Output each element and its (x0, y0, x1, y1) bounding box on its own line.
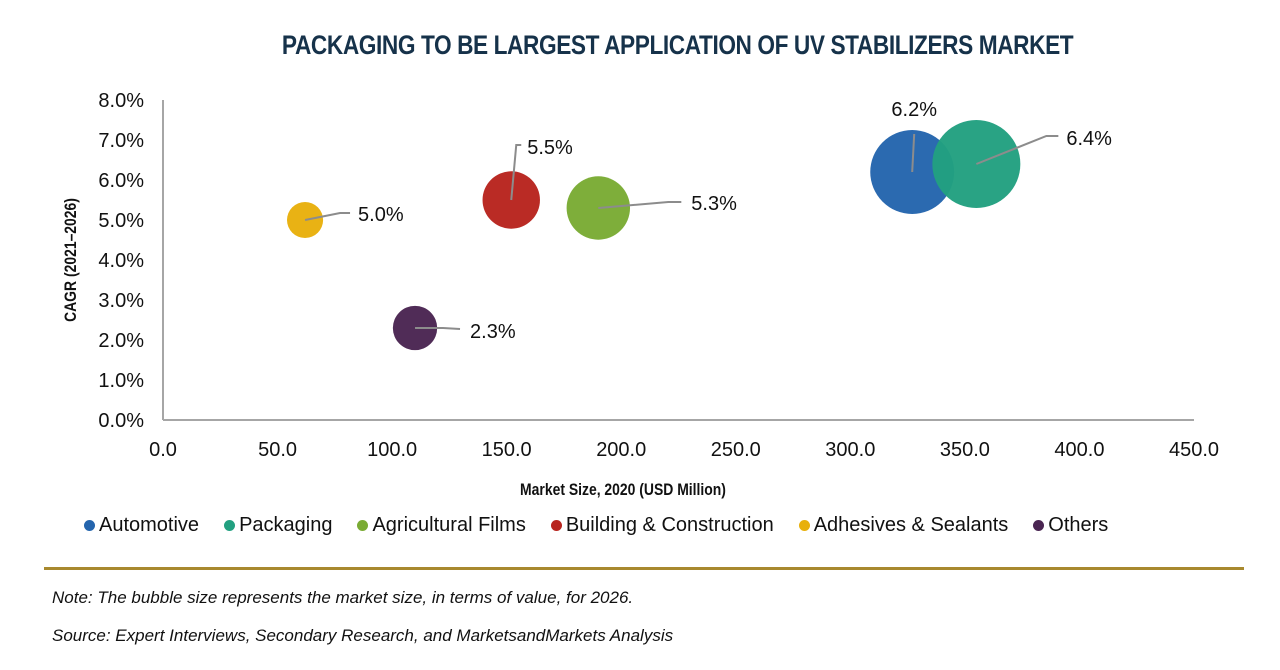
y-tick-label: 2.0% (98, 330, 144, 352)
legend-label: Automotive (99, 513, 200, 536)
x-tick-label: 0.0 (149, 439, 177, 461)
legend-item: Building & Construction (550, 513, 774, 537)
y-tick-label: 6.0% (98, 170, 144, 192)
leader-line (415, 327, 461, 330)
bubble-building-construction (482, 171, 540, 229)
data-label: 5.0% (358, 204, 404, 226)
leader-line (598, 201, 682, 209)
legend-item: Others (1033, 514, 1108, 537)
x-tick-label: 450.0 (1169, 439, 1219, 461)
legend-marker-icon (798, 519, 810, 531)
y-tick-label: 8.0% (98, 90, 144, 112)
leader-line (975, 135, 1059, 165)
legend-marker-icon (84, 519, 95, 531)
x-axis-label: Market Size, 2020 (USD Million) (520, 481, 726, 500)
bubble-chart: 0.0% 1.0% 2.0% 3.0% 4.0% 5.0% 6.0% 7.0% 8.0% 0.0… (62, 90, 1219, 500)
x-axis-ticks: 0.0 50.0 100.0 150.0 200.0 250.0 300.0 350.0 400… (149, 439, 1219, 461)
x-tick-label: 100.0 (367, 439, 417, 461)
data-labels: 6.2% 6.4% 5.3% 5.5% 5.0% 2.3% (358, 99, 1112, 343)
legend-label: Packaging (239, 513, 333, 536)
y-tick-label: 5.0% (98, 210, 144, 232)
y-axis-ticks: 0.0% 1.0% 2.0% 3.0% 4.0% 5.0% 6.0% 7.0% 8.0% (98, 90, 144, 432)
legend-marker-icon (1033, 519, 1045, 531)
leader-line (911, 133, 916, 173)
footnote: Note: The bubble size represents the mar… (52, 588, 634, 607)
leader-line (304, 212, 351, 221)
legend-marker-icon (357, 519, 369, 531)
legend-label: Building & Construction (565, 513, 774, 536)
legend-item: Agricultural Films (357, 513, 526, 537)
x-tick-label: 250.0 (711, 439, 761, 461)
data-label: 6.2% (891, 99, 937, 121)
legend-item: Automotive (84, 514, 199, 537)
bubbles (286, 120, 1021, 351)
divider-rule (44, 567, 1244, 570)
data-label: 5.3% (691, 193, 737, 215)
legend-item: Adhesives & Sealants (798, 513, 1009, 537)
data-label: 6.4% (1066, 128, 1112, 150)
y-tick-label: 3.0% (98, 290, 144, 312)
legend-label: Adhesives & Sealants (813, 513, 1009, 536)
leader-line (510, 144, 522, 201)
data-label: 2.3% (470, 321, 516, 343)
legend: Automotive Packaging Agricultural Films Bui… (84, 512, 1133, 538)
source-note: Source: Expert Interviews, Secondary Res… (52, 626, 674, 645)
legend-marker-icon (550, 519, 562, 531)
chart-title: PACKAGING TO BE LARGEST APPLICATION OF U… (281, 30, 1074, 60)
y-axis-label: CAGR (2021–2026) (62, 198, 81, 322)
data-label: 5.5% (527, 137, 573, 159)
leader-lines (304, 133, 1059, 330)
y-tick-label: 7.0% (98, 130, 144, 152)
x-tick-label: 300.0 (825, 439, 875, 461)
legend-label: Others (1048, 513, 1109, 536)
x-tick-label: 400.0 (1054, 439, 1104, 461)
legend-item: Packaging (224, 514, 332, 537)
y-tick-label: 0.0% (98, 410, 144, 432)
x-tick-label: 350.0 (940, 439, 990, 461)
legend-marker-icon (224, 519, 236, 531)
x-tick-label: 200.0 (596, 439, 646, 461)
x-tick-label: 150.0 (482, 439, 532, 461)
y-tick-label: 4.0% (98, 250, 144, 272)
y-tick-label: 1.0% (98, 370, 144, 392)
x-tick-label: 50.0 (258, 439, 297, 461)
legend-label: Agricultural Films (372, 513, 526, 536)
